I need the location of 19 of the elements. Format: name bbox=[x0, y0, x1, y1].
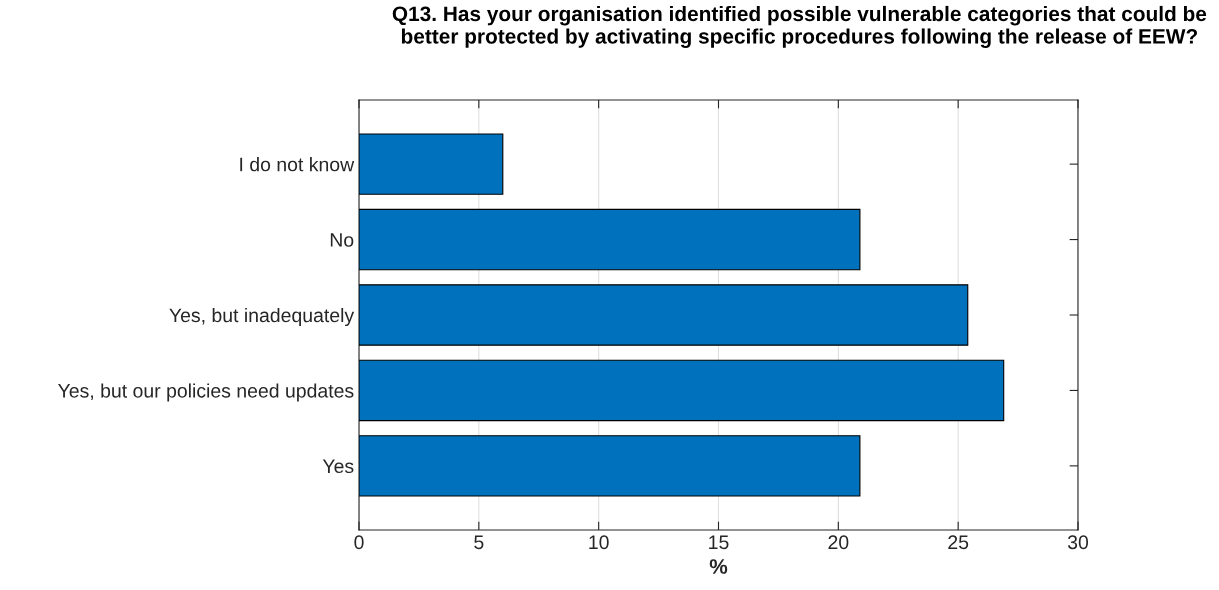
y-tick-label: No bbox=[330, 233, 354, 247]
x-axis-title: % bbox=[709, 559, 728, 574]
x-tick-label: 20 bbox=[828, 535, 849, 550]
x-tick-label: 25 bbox=[948, 535, 969, 550]
x-tick-label: 0 bbox=[354, 535, 364, 550]
bar bbox=[359, 359, 1005, 422]
x-tick-label: 30 bbox=[1067, 535, 1089, 550]
y-tick-label: I do not know bbox=[240, 157, 355, 172]
bar bbox=[359, 284, 969, 346]
y-tick-label: Yes, but our policies need updates bbox=[58, 383, 354, 402]
y-tick-label: Yes, but inadequately bbox=[169, 307, 355, 327]
bar bbox=[359, 133, 504, 195]
x-tick-label: 10 bbox=[589, 535, 609, 550]
bar bbox=[359, 208, 861, 271]
bar bbox=[359, 435, 861, 497]
x-tick-label: 5 bbox=[474, 535, 484, 550]
y-tick-label: Yes bbox=[322, 459, 354, 474]
x-tick-label: 15 bbox=[709, 535, 729, 550]
chart-title: Q13. Has your organisation identified possible vulnerable categories that could be better protected by activating specific procedures following the release of EEW? bbox=[392, 5, 1207, 48]
